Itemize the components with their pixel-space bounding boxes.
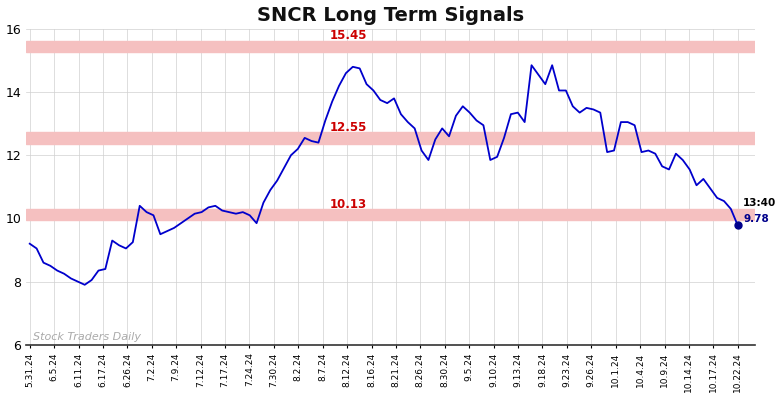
Text: 15.45: 15.45 [330,29,368,43]
Text: 9.78: 9.78 [743,214,769,224]
Bar [27,209,755,220]
Bar [27,132,755,144]
Text: 10.13: 10.13 [330,197,367,211]
Text: Stock Traders Daily: Stock Traders Daily [33,332,141,341]
Bar [27,41,755,52]
Text: 13:40: 13:40 [743,198,776,208]
Text: 12.55: 12.55 [330,121,368,134]
Title: SNCR Long Term Signals: SNCR Long Term Signals [257,6,524,25]
